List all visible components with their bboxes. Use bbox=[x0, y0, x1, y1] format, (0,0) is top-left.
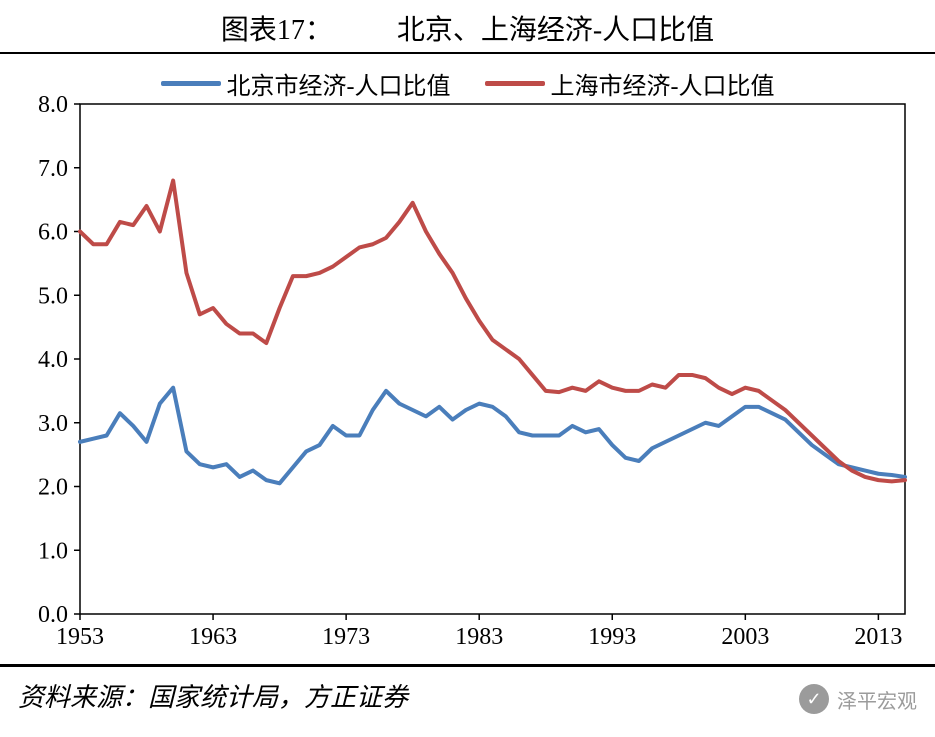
watermark-text: 泽平宏观 bbox=[837, 685, 917, 714]
svg-text:2.0: 2.0 bbox=[38, 475, 68, 501]
svg-text:2013: 2013 bbox=[854, 624, 902, 650]
svg-text:1963: 1963 bbox=[189, 624, 237, 650]
svg-text:4.0: 4.0 bbox=[38, 347, 68, 373]
svg-text:1953: 1953 bbox=[56, 624, 104, 650]
svg-text:5.0: 5.0 bbox=[38, 283, 68, 309]
chart-title-main: 北京、上海经济-人口比值 bbox=[397, 8, 714, 48]
chart-area: 北京市经济-人口比值 上海市经济-人口比值 0.01.02.03.04.05.0… bbox=[0, 54, 935, 664]
svg-text:1993: 1993 bbox=[588, 624, 636, 650]
svg-text:7.0: 7.0 bbox=[38, 156, 68, 182]
svg-text:1.0: 1.0 bbox=[38, 538, 68, 564]
svg-text:8.0: 8.0 bbox=[38, 92, 68, 118]
chart-title-bar: 图表17： 北京、上海经济-人口比值 bbox=[0, 0, 935, 54]
chart-title-prefix: 图表17： bbox=[221, 8, 333, 48]
svg-text:1973: 1973 bbox=[322, 624, 370, 650]
svg-text:2003: 2003 bbox=[721, 624, 769, 650]
source-block: 资料来源：国家统计局，方正证券 ✓ 泽平宏观 bbox=[0, 664, 935, 724]
source-text: 资料来源：国家统计局，方正证券 bbox=[18, 683, 408, 712]
wechat-icon: ✓ bbox=[799, 684, 829, 714]
svg-text:1983: 1983 bbox=[455, 624, 503, 650]
svg-text:3.0: 3.0 bbox=[38, 411, 68, 437]
watermark: ✓ 泽平宏观 bbox=[799, 684, 917, 714]
svg-text:6.0: 6.0 bbox=[38, 220, 68, 246]
line-chart-svg: 0.01.02.03.04.05.06.07.08.01953196319731… bbox=[0, 54, 935, 664]
